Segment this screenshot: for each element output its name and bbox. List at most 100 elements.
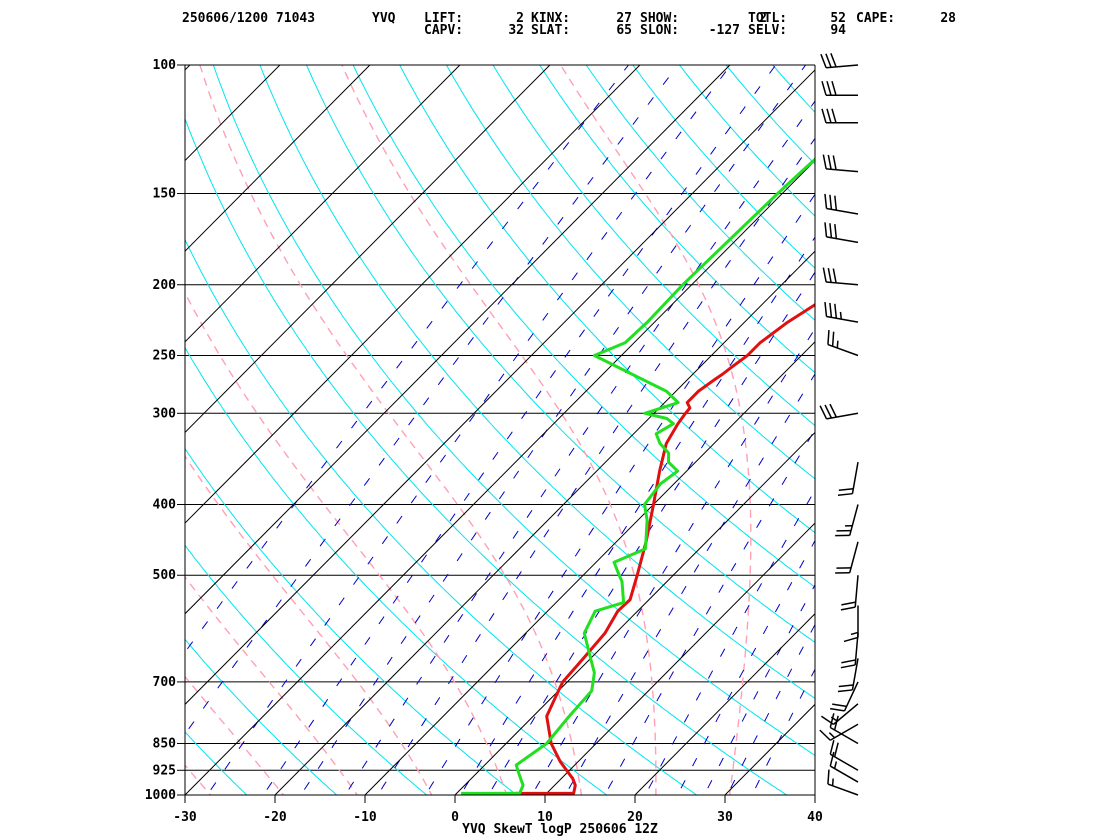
y-tick-label: 700 bbox=[153, 675, 177, 690]
dry-adiabat bbox=[399, 65, 815, 534]
mixing-ratio-line bbox=[377, 137, 815, 795]
y-tick-label: 150 bbox=[153, 187, 177, 202]
dry-adiabat bbox=[725, 65, 815, 165]
chart-title: YVQ SkewT logP 250606 12Z bbox=[462, 822, 658, 837]
moist-adiabat bbox=[560, 65, 752, 795]
y-tick-label: 400 bbox=[153, 498, 177, 513]
tick-labels: -30 -20 -10 0 10 20 30 40 100 150 200 250 300 400 500 7… bbox=[145, 58, 823, 825]
profile-lines bbox=[461, 157, 815, 795]
wind-barb bbox=[824, 222, 859, 244]
dry-adiabat bbox=[881, 32, 1120, 811]
lift-value: 2 bbox=[516, 11, 524, 26]
dry-adiabat bbox=[539, 65, 815, 374]
mixing-ratio-line bbox=[185, 65, 679, 735]
isotherm bbox=[185, 65, 731, 615]
wind-barb bbox=[840, 575, 859, 611]
isotherm bbox=[185, 65, 461, 343]
wind-barb bbox=[837, 658, 859, 693]
isotherm bbox=[364, 341, 815, 795]
dry-adiabat bbox=[0, 32, 172, 811]
wind-barb bbox=[829, 751, 859, 783]
y-tick-label: 250 bbox=[153, 348, 177, 363]
dry-adiabat bbox=[185, 447, 518, 795]
moist-adiabat bbox=[185, 675, 285, 795]
y-tick-label: 1000 bbox=[145, 788, 176, 803]
mixing-ratio-line bbox=[644, 489, 815, 795]
slat-label: SLAT: bbox=[531, 23, 571, 38]
mixing-ratio-line bbox=[424, 193, 815, 795]
dry-adiabat bbox=[212, 65, 815, 757]
dry-adiabat bbox=[492, 65, 815, 427]
isotherm bbox=[274, 250, 815, 795]
dry-adiabat bbox=[678, 65, 815, 217]
wind-barb bbox=[821, 81, 858, 96]
wind-barb bbox=[835, 504, 859, 537]
isotherm bbox=[724, 703, 815, 795]
mixing-ratio-line bbox=[703, 583, 815, 795]
dry-adiabat bbox=[790, 32, 1120, 811]
moist-adiabat bbox=[185, 575, 359, 795]
x-tick-label: 10 bbox=[537, 810, 553, 825]
moist-adiabat bbox=[185, 291, 508, 795]
temperature-profile bbox=[515, 302, 815, 795]
moist-adiabat bbox=[0, 65, 152, 811]
mixing-ratio-line bbox=[531, 327, 815, 795]
wind-barb bbox=[827, 769, 859, 796]
x-tick-label: 0 bbox=[451, 810, 459, 825]
x-tick-label: -20 bbox=[263, 810, 287, 825]
mixing-ratio-line bbox=[604, 428, 815, 795]
dry-adiabat bbox=[185, 731, 248, 795]
wind-barb bbox=[829, 681, 859, 712]
wind-barb bbox=[819, 403, 859, 420]
isotherm bbox=[185, 65, 641, 524]
slat-value: 65 bbox=[616, 23, 632, 38]
wind-barbs bbox=[819, 53, 859, 796]
selv-label: SELV: bbox=[748, 23, 788, 38]
dry-adiabat bbox=[1016, 32, 1120, 811]
y-tick-label: 850 bbox=[153, 736, 177, 751]
dry-adiabat bbox=[305, 65, 815, 643]
show-value: 2 bbox=[759, 11, 767, 26]
dry-adiabat bbox=[259, 65, 815, 700]
capv-label: CAPV: bbox=[424, 23, 464, 38]
mixing-ratio-line bbox=[185, 65, 629, 653]
kinx-value: 27 bbox=[616, 11, 632, 26]
wind-barb bbox=[824, 193, 859, 215]
wind-barb bbox=[822, 267, 859, 286]
show-label: SHOW: bbox=[640, 11, 680, 26]
mixing-ratio-line bbox=[676, 539, 815, 795]
mixing-ratio-line bbox=[459, 236, 815, 795]
kinx-label: KINX: bbox=[531, 11, 571, 26]
mixing-ratio-line bbox=[726, 623, 815, 795]
y-tick-label: 500 bbox=[153, 568, 177, 583]
dry-adiabat bbox=[352, 65, 815, 588]
x-tick-label: 20 bbox=[627, 810, 643, 825]
isotherm bbox=[814, 794, 815, 795]
cape-label: CAPE: bbox=[856, 11, 896, 26]
dry-adiabat bbox=[926, 32, 1120, 811]
slon-label: SLON: bbox=[640, 23, 680, 38]
slon-value: -127 bbox=[708, 23, 740, 38]
mixing-ratio-line bbox=[344, 100, 815, 795]
isotherm bbox=[0, 65, 100, 795]
header: 250606/1200 71043 YVQ LIFT: 2 KINX: 27 S… bbox=[0, 0, 1120, 40]
station-code: YVQ bbox=[372, 11, 396, 26]
wind-barb bbox=[827, 329, 859, 357]
wind-barb bbox=[821, 108, 858, 124]
wind-barb bbox=[821, 703, 859, 725]
capv-value: 32 bbox=[508, 23, 524, 38]
mixing-ratio-line bbox=[206, 65, 732, 795]
x-tick-label: -30 bbox=[173, 810, 197, 825]
lift-label: LIFT: bbox=[424, 11, 464, 26]
moist-adiabat bbox=[185, 455, 433, 795]
totl-label: TOTL: bbox=[748, 11, 788, 26]
wind-barb bbox=[829, 713, 859, 745]
cape-value: 28 bbox=[940, 11, 956, 26]
totl-value: 52 bbox=[830, 11, 846, 26]
mixing-ratio-line bbox=[564, 373, 815, 795]
dry-adiabat bbox=[185, 238, 698, 795]
mixing-ratio-line bbox=[751, 668, 815, 795]
selv-value: 94 bbox=[830, 23, 846, 38]
wind-barb bbox=[822, 154, 859, 173]
